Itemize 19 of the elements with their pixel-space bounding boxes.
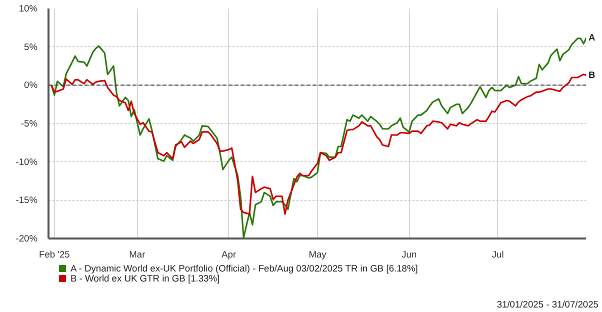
x-tick-label: Feb '25 bbox=[39, 250, 70, 260]
y-tick-label: -5% bbox=[20, 118, 38, 128]
y-tick-label: -20% bbox=[16, 234, 38, 244]
text: 31/01/2025 - 31/07/2025 bbox=[496, 300, 599, 310]
y-tick-label: -10% bbox=[16, 156, 38, 167]
x-tick-label: Jul bbox=[492, 250, 504, 260]
x-tick-label: Apr bbox=[222, 250, 236, 260]
annotation: B bbox=[588, 70, 596, 80]
y-tick-label: 5% bbox=[24, 42, 38, 52]
x-tick-label: Mar bbox=[129, 250, 146, 260]
legend-label: A - Dynamic World ex-UK Portfolio (Official) - Feb/Aug 03/02/2025 TR in GB [6.18%] bbox=[70, 264, 418, 274]
y-tick-label: -15% bbox=[16, 195, 38, 206]
x-tick-label: May bbox=[308, 250, 327, 260]
x-tick-label: Jun bbox=[402, 250, 417, 260]
y-tick-label: 0% bbox=[24, 80, 38, 90]
annotation: A bbox=[588, 32, 596, 43]
line-series bbox=[50, 74, 586, 215]
legend-label: B - World ex UK GTR in GB [1.33%] bbox=[70, 274, 220, 284]
y-tick-label: 10% bbox=[18, 4, 38, 14]
